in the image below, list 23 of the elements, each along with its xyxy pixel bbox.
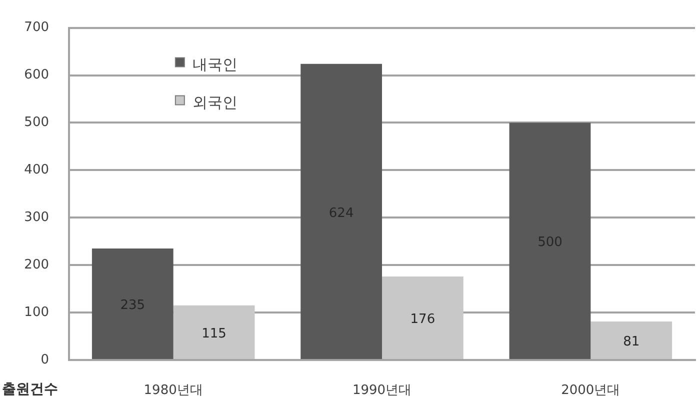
x-axis-title: 출원건수 [2,382,58,398]
legend-label: 외국인 [192,94,238,112]
data-label: 176 [410,312,436,328]
y-tick-label: 300 [24,210,49,226]
bar [173,305,255,359]
y-tick-label: 200 [24,257,49,272]
bar [92,248,174,359]
y-tick-label: 100 [24,304,49,320]
bar [509,122,591,359]
y-tick-label: 400 [24,162,49,178]
data-label: 81 [623,334,640,350]
y-tick-label: 700 [24,20,49,36]
x-tick-label: 2000년대 [561,383,620,398]
bar [300,64,382,359]
data-label: 115 [202,326,226,342]
bar [590,322,672,359]
y-tick-label: 600 [24,68,49,83]
legend-label: 내국인 [192,56,238,74]
bar [382,276,464,359]
y-tick-label: 0 [40,352,49,368]
y-tick-label: 500 [24,115,49,130]
x-tick-label: 1990년대 [352,383,412,398]
x-tick-label: 1980년대 [144,383,203,398]
